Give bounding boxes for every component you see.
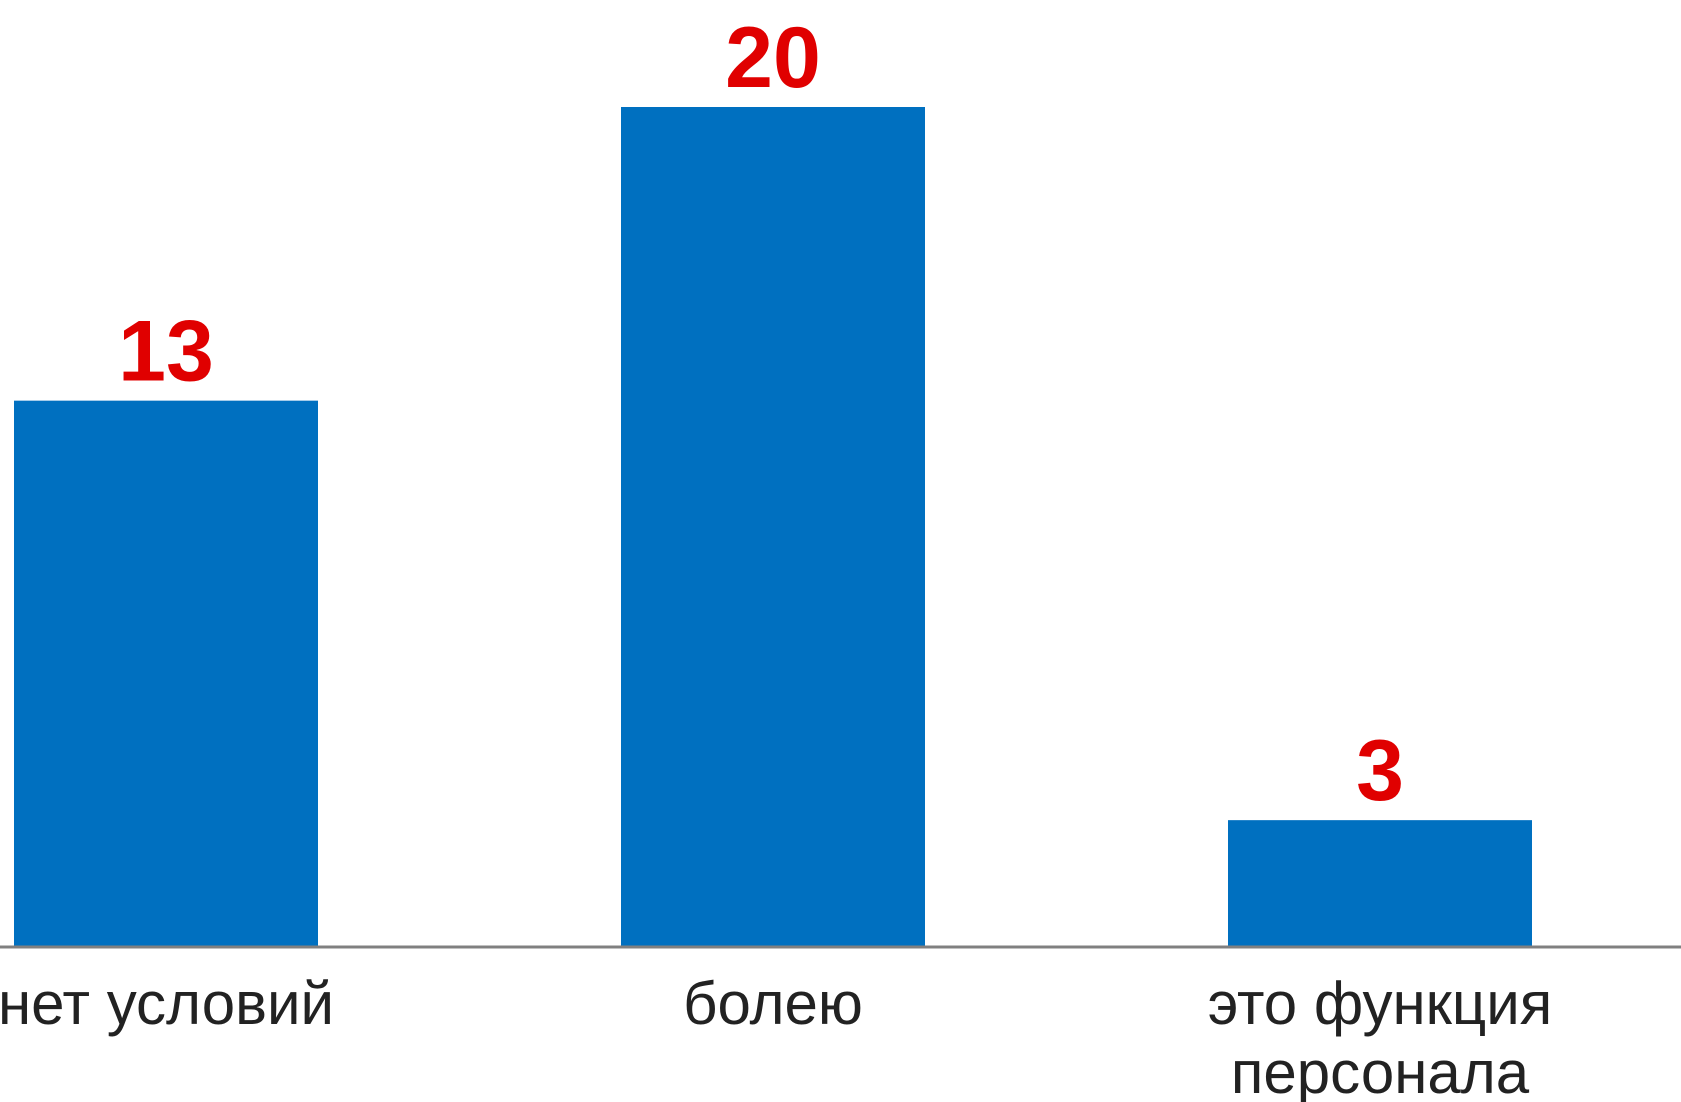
category-label-line: болею: [683, 970, 863, 1037]
bar-1: [14, 400, 318, 946]
category-label-line: персонала: [1231, 1039, 1530, 1102]
category-label-line: это функция: [1208, 970, 1553, 1037]
category-label-line: нет условий: [0, 970, 334, 1037]
value-labels-layer: 13 20 3: [118, 10, 1404, 819]
category-label-1: нет условий: [0, 970, 334, 1037]
bar-3: [1228, 820, 1532, 946]
bars-layer: [14, 107, 1532, 946]
category-labels-layer: нет условий болею это функция персонала: [0, 970, 1552, 1102]
bar-2: [621, 107, 925, 946]
category-label-3: это функция персонала: [1208, 970, 1553, 1102]
category-label-2: болею: [683, 970, 863, 1037]
bar-value-label-2: 20: [725, 10, 821, 106]
bar-value-label-1: 13: [118, 304, 214, 400]
bar-value-label-3: 3: [1356, 723, 1404, 819]
